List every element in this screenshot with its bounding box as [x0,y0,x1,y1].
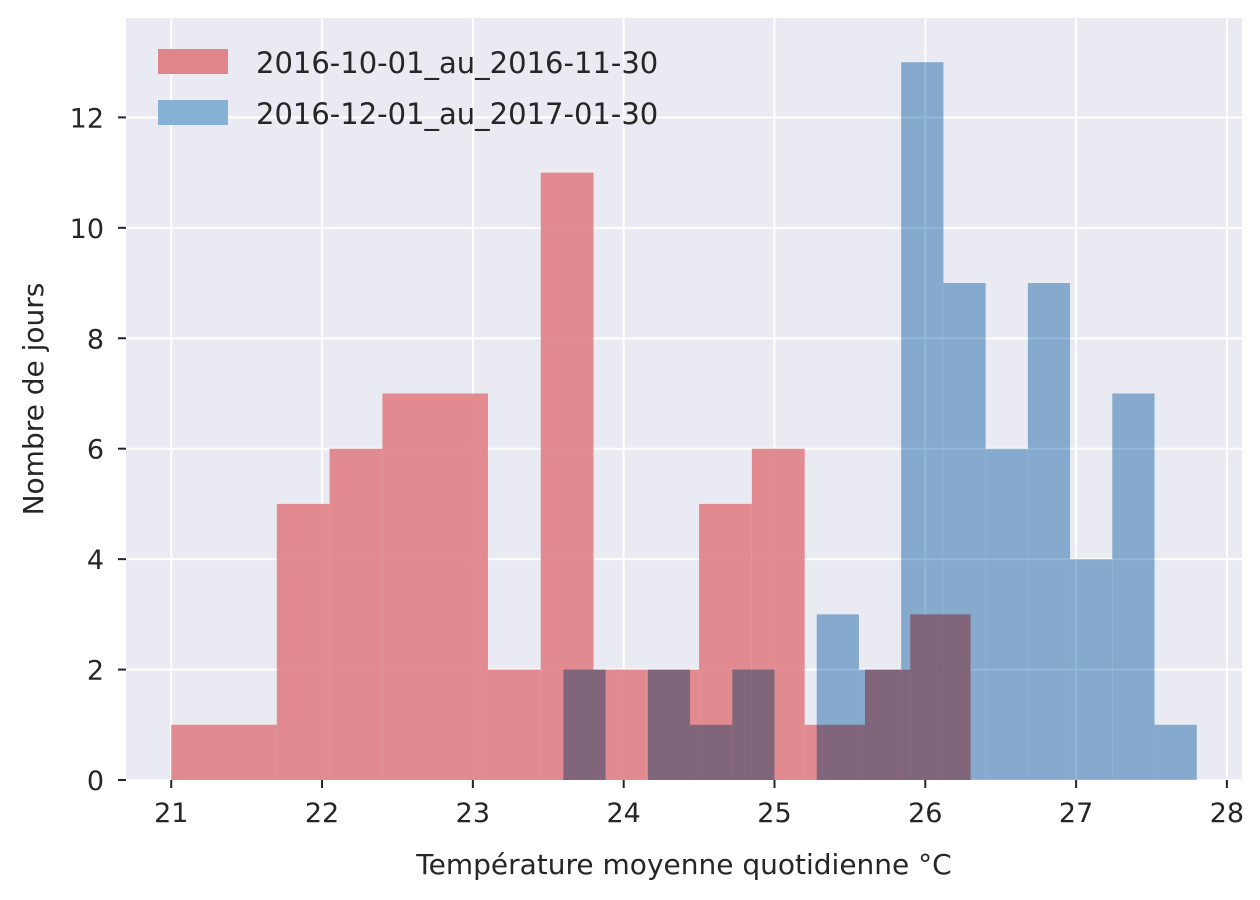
legend: 2016-10-01_au_2016-11-30 2016-12-01_au_2… [158,46,658,131]
bar-series-2-bin-11 [1112,393,1155,780]
bar-series-1-bin-1 [276,503,330,780]
y-axis-label: Nombre de jours [17,283,50,516]
x-tick-label-2: 23 [456,798,490,829]
bar-series-2-bin-8 [985,448,1028,780]
y-tick-label-5: 10 [70,214,104,245]
bar-series-2-bin-2 [690,724,733,780]
bar-series-2-bin-0 [563,669,606,780]
bar-series-2-bin-4 [816,614,859,780]
bar-series-1-bin-0 [171,724,277,780]
legend-swatch-series-1 [158,49,228,74]
bar-series-2-bin-1 [647,669,691,780]
bar-series-2-bin-7 [943,283,986,780]
y-axis-ticks: 0 2 4 6 8 10 12 [70,103,126,797]
x-axis-ticks: 21 22 23 24 25 26 27 28 [154,780,1244,829]
bar-series-2-bin-10 [1070,559,1113,780]
bar-series-1-bin-4 [487,669,541,780]
bar-series-1-bin-2 [329,448,383,780]
x-tick-label-0: 21 [154,798,188,829]
bar-series-2-bin-3 [732,669,775,780]
legend-label-series-1: 2016-10-01_au_2016-11-30 [256,46,658,80]
bar-series-1-bin-3 [382,393,488,780]
bar-series-2-bin-12 [1154,724,1197,780]
y-tick-label-6: 12 [70,103,104,134]
bar-series-2-bin-6 [901,62,944,781]
series-2-bars [563,62,1197,781]
x-tick-label-4: 25 [757,798,791,829]
x-tick-label-5: 26 [908,798,942,829]
x-tick-label-3: 24 [606,798,640,829]
y-tick-label-0: 0 [87,766,104,797]
bar-series-2-bin-9 [1027,283,1071,780]
x-axis-label: Température moyenne quotidienne °C [415,848,951,881]
y-tick-label-4: 8 [87,324,104,355]
x-tick-label-7: 28 [1210,798,1244,829]
y-tick-label-1: 2 [87,656,104,687]
legend-label-series-2: 2016-12-01_au_2017-01-30 [256,97,658,131]
bar-series-2-bin-5 [858,669,902,780]
legend-swatch-series-2 [158,100,228,125]
x-tick-label-6: 27 [1059,798,1093,829]
y-tick-label-3: 6 [87,435,104,466]
x-tick-label-1: 22 [305,798,339,829]
y-tick-label-2: 4 [87,545,104,576]
